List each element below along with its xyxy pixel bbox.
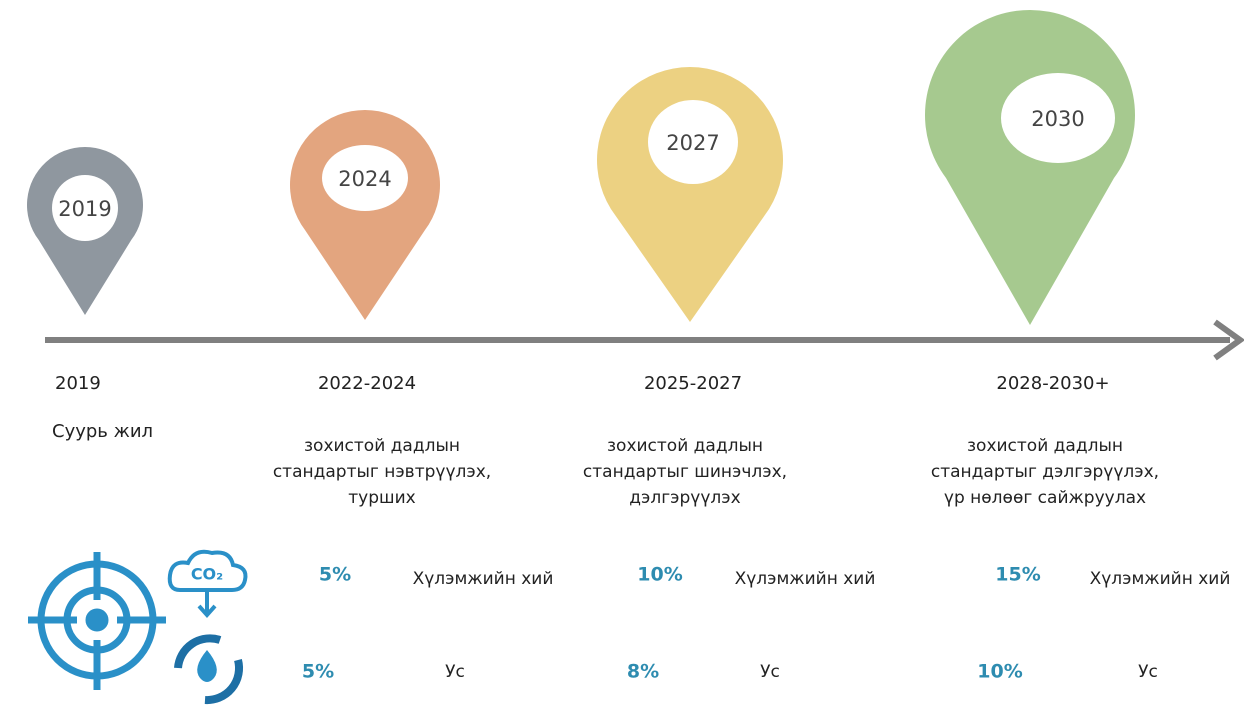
pin [925, 9, 1136, 325]
target-value: 5% [319, 564, 351, 586]
target-label: Хүлэмжийн хий [735, 569, 876, 589]
pin-hole [322, 145, 408, 211]
period: 2019 [55, 373, 101, 394]
target-label: Ус [760, 662, 780, 682]
description: үр нөлөөг сайжруулах [944, 488, 1146, 508]
pin [290, 110, 441, 321]
period: 2028-2030+ [996, 373, 1109, 394]
pin-label: 2030 [1031, 107, 1084, 131]
pin-label: 2027 [666, 131, 719, 155]
pin-label: 2019 [58, 197, 111, 221]
pin-label: 2024 [338, 167, 391, 191]
target-value: 10% [637, 564, 682, 586]
target-value: 10% [977, 661, 1022, 683]
co2-text: CO₂ [191, 565, 223, 584]
pin [596, 66, 783, 323]
description: турших [348, 488, 415, 508]
target-label: Ус [445, 662, 465, 682]
target-label: Хүлэмжийн хий [413, 569, 554, 589]
pin-hole [1001, 73, 1115, 163]
water-icon [174, 634, 244, 705]
description: зохистой дадлын [304, 436, 460, 456]
period: 2025-2027 [644, 373, 742, 394]
pin-hole [52, 175, 118, 241]
description: стандартыг шинэчлэх, [583, 462, 787, 482]
description: стандартыг нэвтрүүлэх, [273, 462, 491, 482]
description: стандартыг дэлгэрүүлэх, [931, 462, 1159, 482]
target-value: 8% [627, 661, 659, 683]
note: Суурь жил [52, 421, 153, 442]
pin-hole [648, 100, 738, 184]
target-value: 15% [995, 564, 1040, 586]
period: 2022-2024 [318, 373, 416, 394]
target-value: 5% [302, 661, 334, 683]
target-label: Хүлэмжийн хий [1090, 569, 1231, 589]
arrow-head [1213, 319, 1244, 361]
description: зохистой дадлын [607, 436, 763, 456]
description: дэлгэрүүлэх [629, 488, 740, 508]
target-label: Ус [1138, 662, 1158, 682]
target-icon [28, 552, 166, 690]
co2-icon: CO₂ [167, 549, 248, 619]
description: зохистой дадлын [967, 436, 1123, 456]
